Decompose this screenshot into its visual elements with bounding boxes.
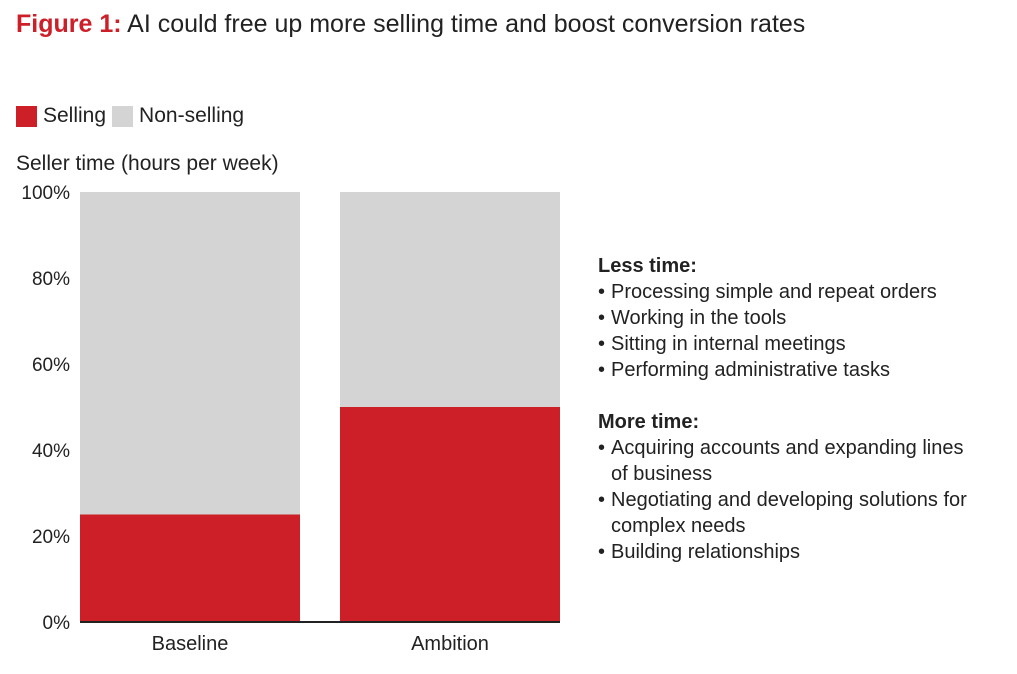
x-tick-label: Ambition: [411, 633, 489, 655]
bar-non-selling-baseline: [80, 192, 300, 515]
y-tick-label: 100%: [21, 183, 70, 204]
figure-title-text: AI could free up more selling time and b…: [127, 10, 806, 38]
legend-label-non-selling: Non-selling: [139, 104, 245, 127]
more-time-heading: More time:: [598, 411, 700, 433]
less-time-list: Processing simple and repeat orders Work…: [598, 279, 991, 383]
less-time-item: Working in the tools: [598, 305, 991, 331]
less-time-heading: Less time:: [598, 255, 697, 277]
y-tick-label: 20%: [32, 527, 70, 548]
bar-selling-baseline: [80, 514, 300, 622]
y-tick-label: 40%: [32, 441, 70, 462]
legend-swatch-non-selling: [112, 105, 134, 127]
legend-swatch-selling: [16, 105, 37, 127]
y-tick-label: 60%: [32, 355, 70, 376]
figure-title: Figure 1: AI could free up more selling …: [16, 10, 805, 39]
notes-panel: Less time: Processing simple and repeat …: [598, 253, 991, 565]
y-tick-label: 80%: [32, 269, 70, 290]
less-time-item: Performing administrative tasks: [598, 357, 991, 383]
stacked-bar-chart: Baseline Ambition 0% 20% 40% 60% 80% 100%: [21, 183, 560, 655]
figure-label: Figure 1:: [16, 10, 122, 38]
y-axis-label: Seller time (hours per week): [16, 152, 279, 175]
y-tick-label: 0%: [43, 613, 71, 634]
more-time-list: Acquiring accounts and expanding lines o…: [598, 435, 991, 565]
more-time-item: Building relationships: [598, 539, 991, 565]
more-time-item: Negotiating and developing solutions for…: [598, 487, 991, 539]
legend-item-selling: Selling: [16, 104, 106, 128]
legend-label-selling: Selling: [43, 104, 107, 127]
less-time-item: Sitting in internal meetings: [598, 331, 991, 357]
more-time-item: Acquiring accounts and expanding lines o…: [598, 435, 981, 487]
legend-item-non-selling: Non-selling: [112, 104, 244, 128]
bar-selling-ambition: [340, 407, 560, 622]
less-time-item: Processing simple and repeat orders: [598, 279, 991, 305]
bar-non-selling-ambition: [340, 192, 560, 407]
chart-legend: Selling Non-selling: [16, 104, 250, 128]
x-tick-label: Baseline: [152, 633, 229, 655]
